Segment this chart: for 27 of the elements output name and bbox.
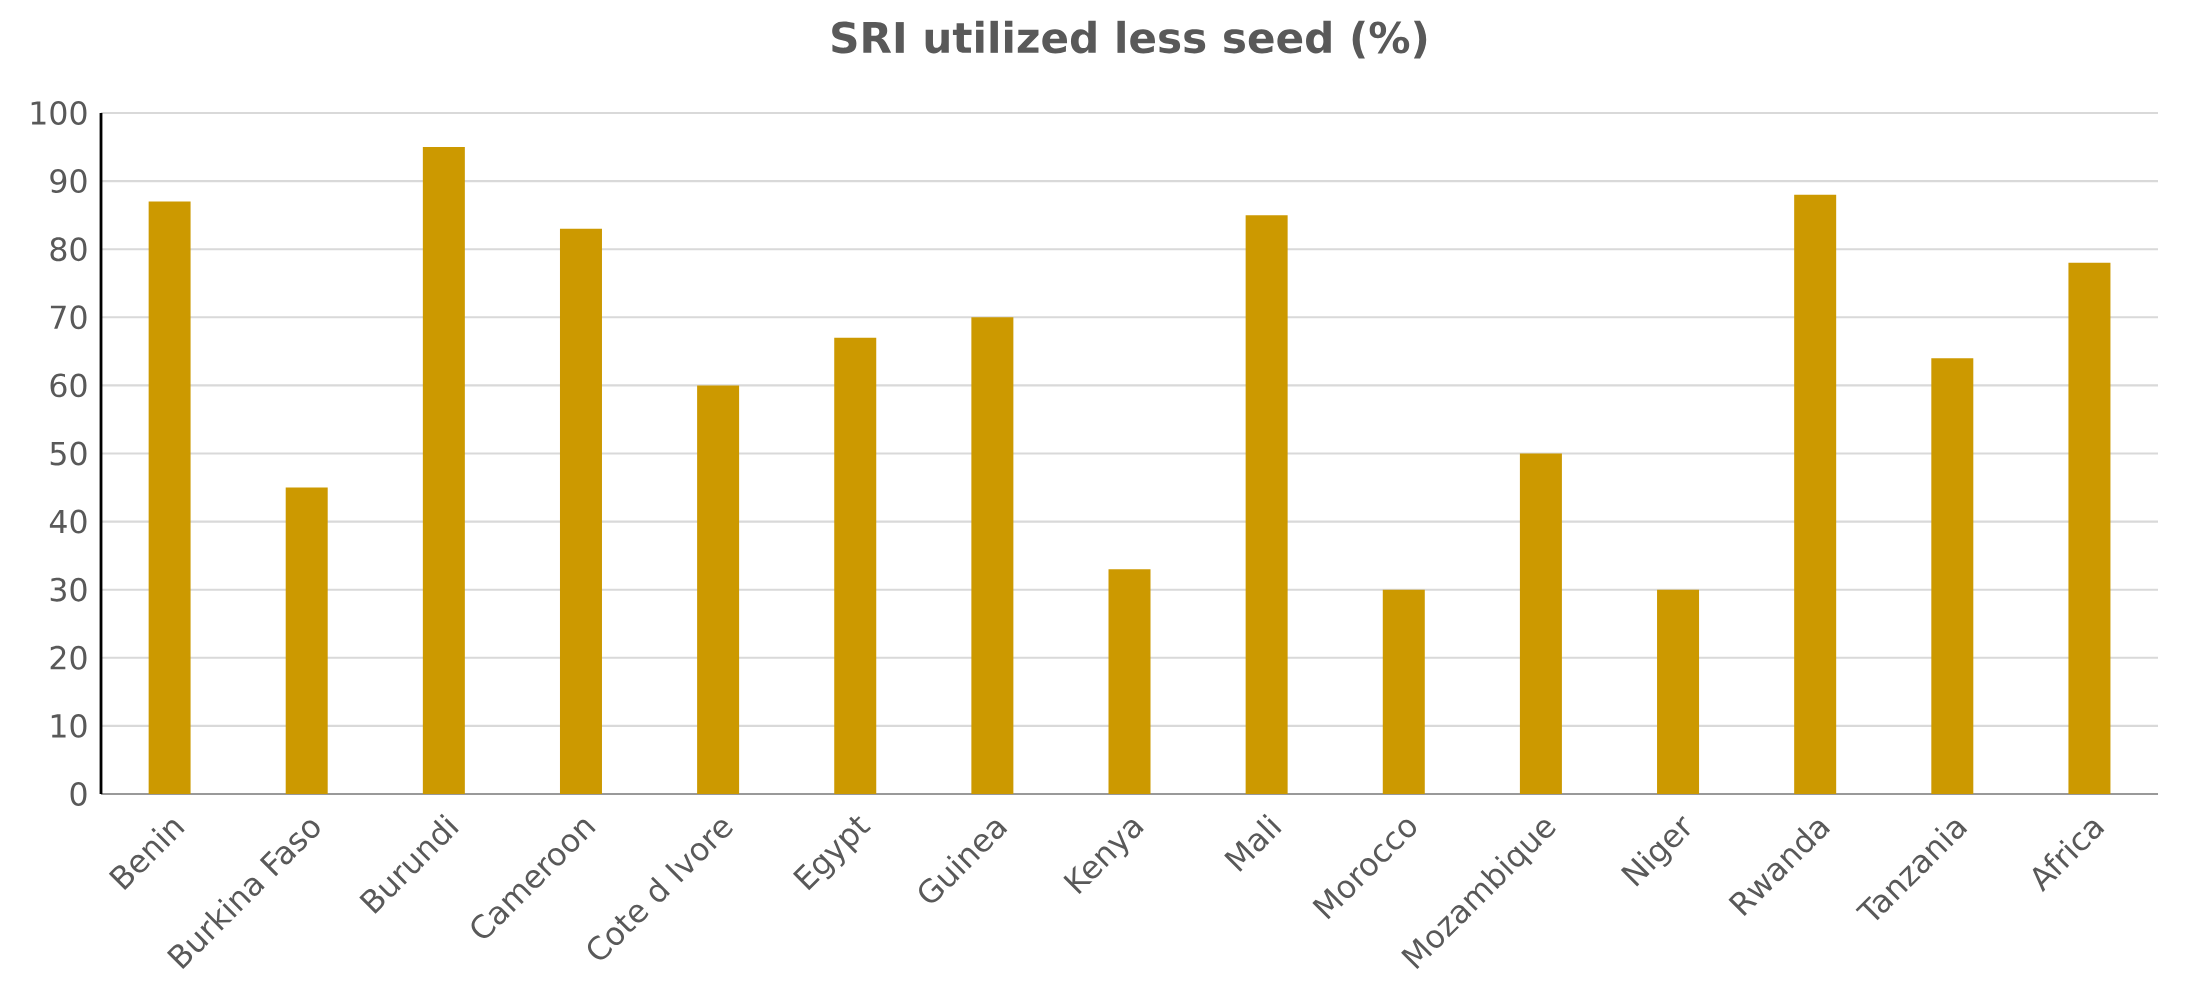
bar: [834, 337, 877, 794]
bar: [1794, 194, 1837, 794]
y-tick-label: 90: [50, 169, 87, 194]
bar: [1245, 215, 1288, 794]
bar: [148, 201, 191, 794]
bar: [1382, 589, 1425, 794]
y-tick-label: 40: [49, 509, 87, 534]
y-tick-label: 20: [50, 645, 87, 670]
y-tick-label: 30: [50, 577, 87, 602]
chart-title: SRI utilized less seed (%): [832, 20, 1427, 59]
y-tick-label: 100: [31, 101, 87, 125]
y-tick-label: 50: [50, 441, 87, 466]
bar: [285, 487, 328, 794]
bar: [697, 385, 740, 794]
bar: [559, 228, 602, 794]
bar: [1108, 569, 1151, 794]
bar: [971, 317, 1014, 794]
y-tick-label: 60: [50, 373, 87, 398]
y-tick-label: 80: [50, 237, 87, 262]
y-tick-label: 10: [51, 713, 87, 738]
y-tick-label: 70: [50, 305, 87, 330]
bar: [422, 147, 465, 794]
bar: [1931, 358, 1974, 794]
bar: [1657, 589, 1700, 794]
y-tick-label: 0: [70, 782, 87, 806]
bar: [1519, 453, 1562, 794]
bar: [2068, 262, 2111, 794]
